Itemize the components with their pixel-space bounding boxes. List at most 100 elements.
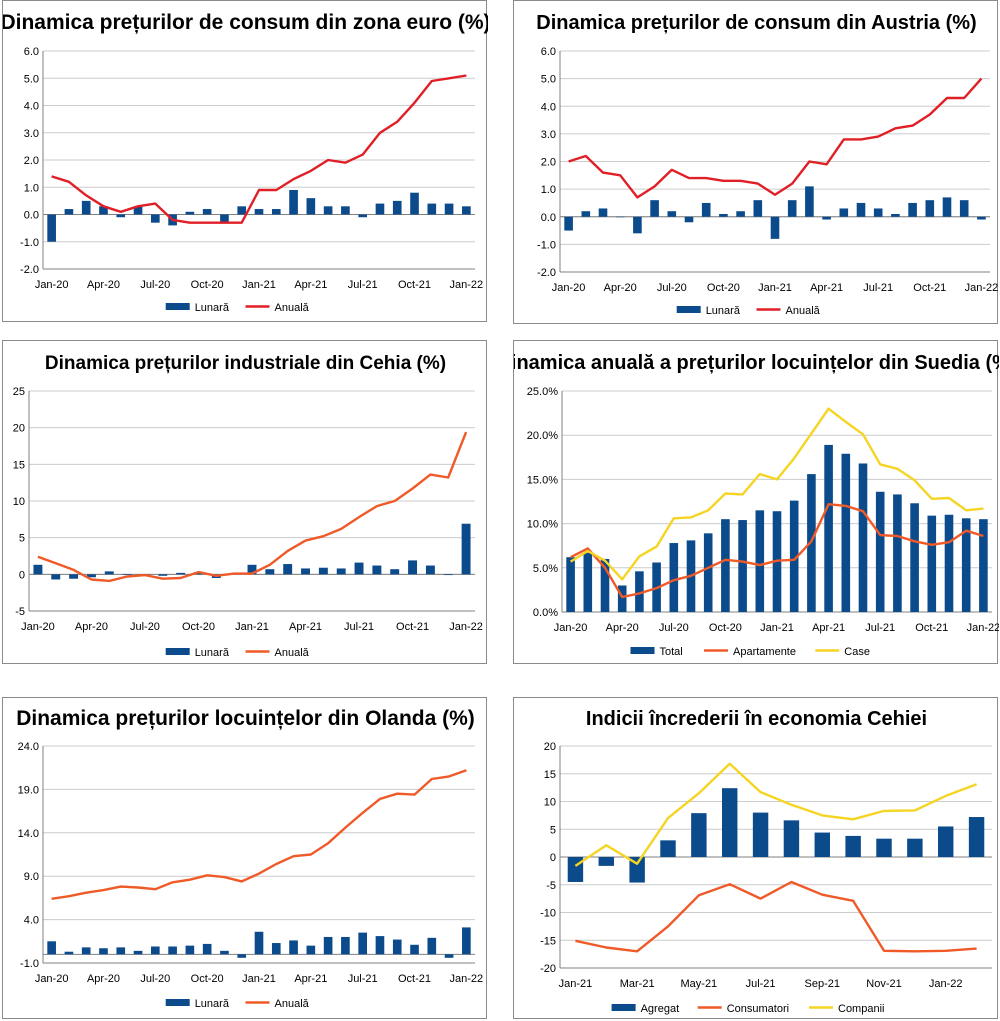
bar-lunara: [47, 941, 56, 955]
bar-total: [738, 520, 747, 612]
chart-svg-czech-industrial: Dinamica prețurilor industriale din Cehi…: [13, 353, 483, 659]
bar-lunara: [719, 213, 728, 217]
y-tick-label: 4.0: [541, 101, 556, 113]
bar-lunara: [908, 202, 917, 217]
bar-lunara: [942, 197, 952, 217]
bar-lunara: [289, 940, 298, 955]
y-tick-label: 15: [13, 459, 25, 471]
bar-lunara: [176, 572, 186, 575]
bar-lunara: [354, 562, 364, 575]
x-tick-label: Jul-20: [130, 621, 160, 633]
x-tick-label: Jan-21: [242, 973, 276, 985]
bar-lunara: [891, 213, 900, 217]
bar-lunara: [856, 202, 866, 217]
bar-total: [961, 518, 971, 612]
chart-svg-eurozone-cpi: Dinamica prețurilor de consum din zona e…: [3, 11, 488, 314]
legend-item-companii: Companii: [809, 1003, 884, 1015]
bar-lunara: [598, 208, 608, 217]
legend-swatch: [165, 303, 190, 310]
legend-swatch: [676, 306, 701, 313]
bar-lunara: [341, 936, 350, 955]
y-tick-label: 4.0: [24, 915, 39, 927]
bar-lunara: [202, 209, 212, 215]
bar-lunara: [959, 200, 969, 217]
bar-lunara: [220, 214, 229, 223]
y-tick-label: 20: [13, 423, 25, 435]
bar-total: [789, 500, 799, 612]
y-tick-label: -15: [540, 935, 556, 947]
legend-item-anuala: Anuală: [245, 647, 310, 659]
bar-agregat: [629, 857, 645, 883]
y-tick-label: 0.0%: [533, 607, 558, 619]
x-tick-label: Apr-20: [75, 621, 108, 633]
legend-swatch: [165, 648, 190, 655]
bar-lunara: [650, 200, 659, 217]
bar-total: [979, 519, 988, 612]
legend-label: Anuală: [275, 998, 310, 1010]
x-tick-label: Apr-20: [604, 282, 637, 294]
bar-lunara: [283, 564, 293, 575]
chart-panel-sweden-housing: Dinamica anuală a prețurilor locuințelor…: [513, 340, 999, 664]
y-tick-label: -1.0: [537, 239, 556, 251]
legend-swatch: [611, 1004, 636, 1011]
bar-agregat: [660, 840, 676, 857]
x-tick-label: Jul-21: [348, 279, 378, 291]
bar-lunara: [86, 574, 96, 578]
bar-lunara: [408, 560, 418, 575]
bar-lunara: [47, 214, 56, 242]
bar-agregat: [783, 820, 800, 857]
y-tick-label: 5.0: [24, 73, 39, 85]
bar-lunara: [443, 574, 453, 576]
bar-agregat: [598, 857, 614, 866]
x-tick-label: Apr-20: [606, 622, 639, 634]
chart-svg-austria-cpi: Dinamica prețurilor de consum din Austri…: [536, 12, 998, 317]
bar-lunara: [805, 186, 814, 217]
bar-total: [858, 463, 868, 612]
bar-lunara: [977, 216, 986, 220]
y-tick-label: 5.0: [541, 74, 556, 86]
x-tick-label: Jan-21: [235, 621, 269, 633]
legend-label: Lunară: [195, 302, 230, 314]
chart-title: Indicii încrederii în economia Cehiei: [586, 708, 927, 730]
bar-lunara: [410, 192, 419, 215]
x-tick-label: Jan-20: [35, 973, 69, 985]
bar-lunara: [151, 946, 160, 955]
legend-label: Lunară: [706, 305, 741, 317]
legend-item-anuala: Anuală: [245, 998, 310, 1010]
x-tick-label: Mar-21: [620, 978, 655, 990]
legend-item-lunara: Lunară: [165, 647, 230, 659]
x-tick-label: Oct-20: [182, 621, 215, 633]
y-tick-label: 5.0%: [533, 563, 558, 575]
legend-item-lunara: Lunară: [676, 305, 741, 317]
line-case: [569, 407, 984, 581]
y-tick-label: 15: [544, 769, 556, 781]
bar-total: [617, 585, 627, 612]
legend-item-anuala: Anuală: [245, 302, 310, 314]
x-tick-label: Jan-20: [552, 282, 586, 294]
x-tick-label: May-21: [681, 978, 718, 990]
y-tick-label: 2.0: [24, 155, 39, 167]
chart-title: Dinamica prețurilor locuințelor din Olan…: [16, 707, 475, 730]
y-tick-label: 9.0: [24, 871, 39, 883]
x-tick-label: Jul-21: [344, 621, 374, 633]
bar-lunara: [220, 950, 229, 955]
bar-total: [893, 494, 902, 612]
bar-lunara: [444, 954, 454, 958]
x-tick-label: Jan-21: [242, 279, 276, 291]
y-tick-label: 0: [550, 852, 556, 864]
x-tick-label: Oct-20: [191, 279, 224, 291]
bar-lunara: [462, 927, 471, 955]
x-tick-label: Jul-21: [865, 622, 895, 634]
y-tick-label: 20.0%: [527, 430, 558, 442]
bar-lunara: [336, 568, 346, 575]
legend-item-lunara: Lunară: [165, 998, 230, 1010]
bar-agregat: [845, 835, 861, 857]
bar-total: [566, 557, 575, 612]
bar-lunara: [265, 569, 275, 575]
bar-total: [927, 515, 937, 612]
bar-lunara: [358, 932, 367, 955]
x-tick-label: Sep-21: [805, 978, 840, 990]
x-tick-label: Oct-21: [398, 279, 431, 291]
legend-label: Anuală: [786, 305, 821, 317]
y-tick-label: 25: [13, 386, 25, 398]
